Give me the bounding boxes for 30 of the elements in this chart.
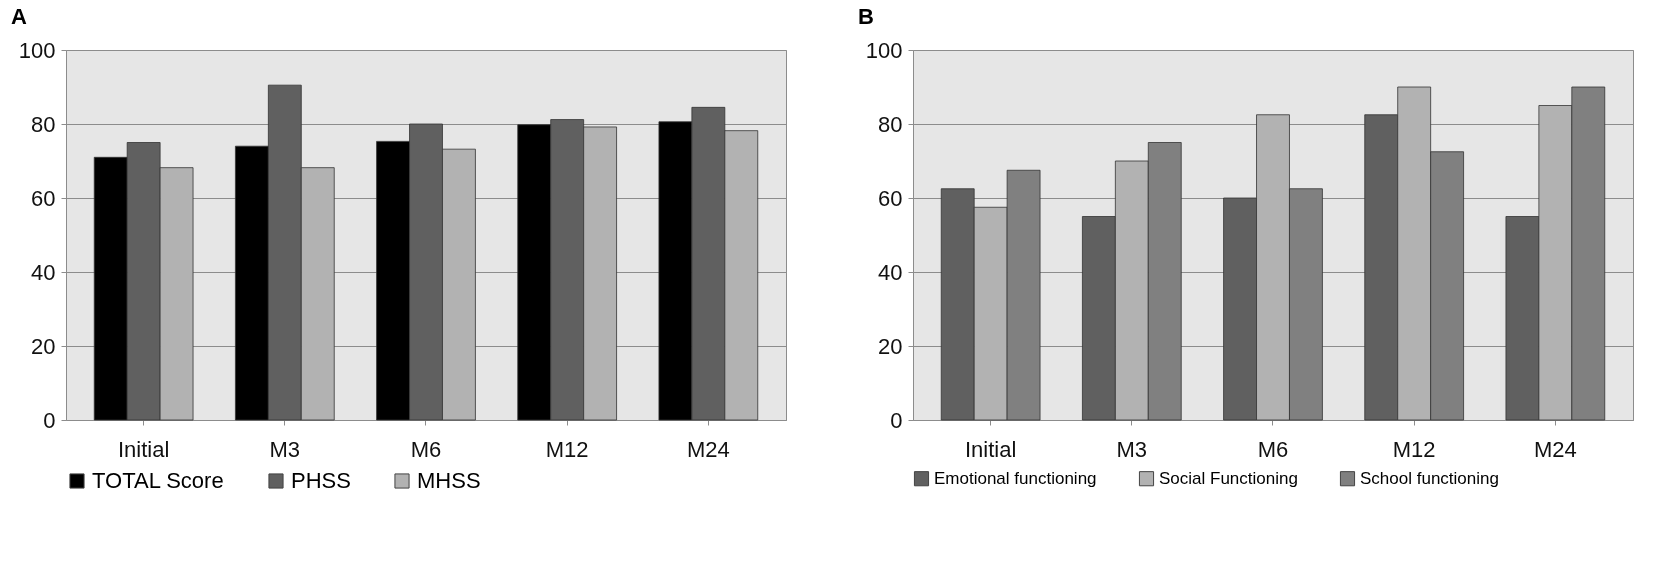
x-tick-label: M24 (686, 436, 730, 462)
legend-label: Social Functioning (1159, 468, 1298, 488)
y-tick-label: 60 (878, 185, 903, 211)
y-tick-label: 60 (31, 185, 56, 211)
legend-label: PHSS (291, 468, 351, 493)
y-tick-label: 0 (890, 407, 903, 433)
y-tick-label: 20 (878, 333, 903, 359)
x-tick-label: M24 (1533, 436, 1577, 462)
legend-label: School functioning (1360, 468, 1499, 488)
y-tick-label: 100 (865, 37, 903, 63)
x-tick-label: Initial (117, 436, 170, 462)
x-tick-label: M12 (1392, 436, 1436, 462)
legend-label: TOTAL Score (92, 468, 224, 493)
chart-title: A (11, 4, 27, 29)
x-tick-label: M12 (545, 436, 589, 462)
x-tick-label: M6 (410, 436, 442, 462)
y-tick-label: 80 (878, 111, 903, 137)
chart-title: B (858, 4, 874, 29)
y-tick-label: 20 (31, 333, 56, 359)
y-tick-label: 40 (31, 259, 56, 285)
y-tick-label: 0 (43, 407, 56, 433)
x-tick-label: M6 (1257, 436, 1289, 462)
legend-label: Emotional functioning (934, 468, 1097, 488)
y-tick-label: 80 (31, 111, 56, 137)
y-tick-label: 40 (878, 259, 903, 285)
y-tick-label: 100 (18, 37, 56, 63)
legend-label: MHSS (417, 468, 481, 493)
x-tick-label: Initial (964, 436, 1017, 462)
x-tick-label: M3 (269, 436, 301, 462)
x-tick-label: M3 (1116, 436, 1148, 462)
